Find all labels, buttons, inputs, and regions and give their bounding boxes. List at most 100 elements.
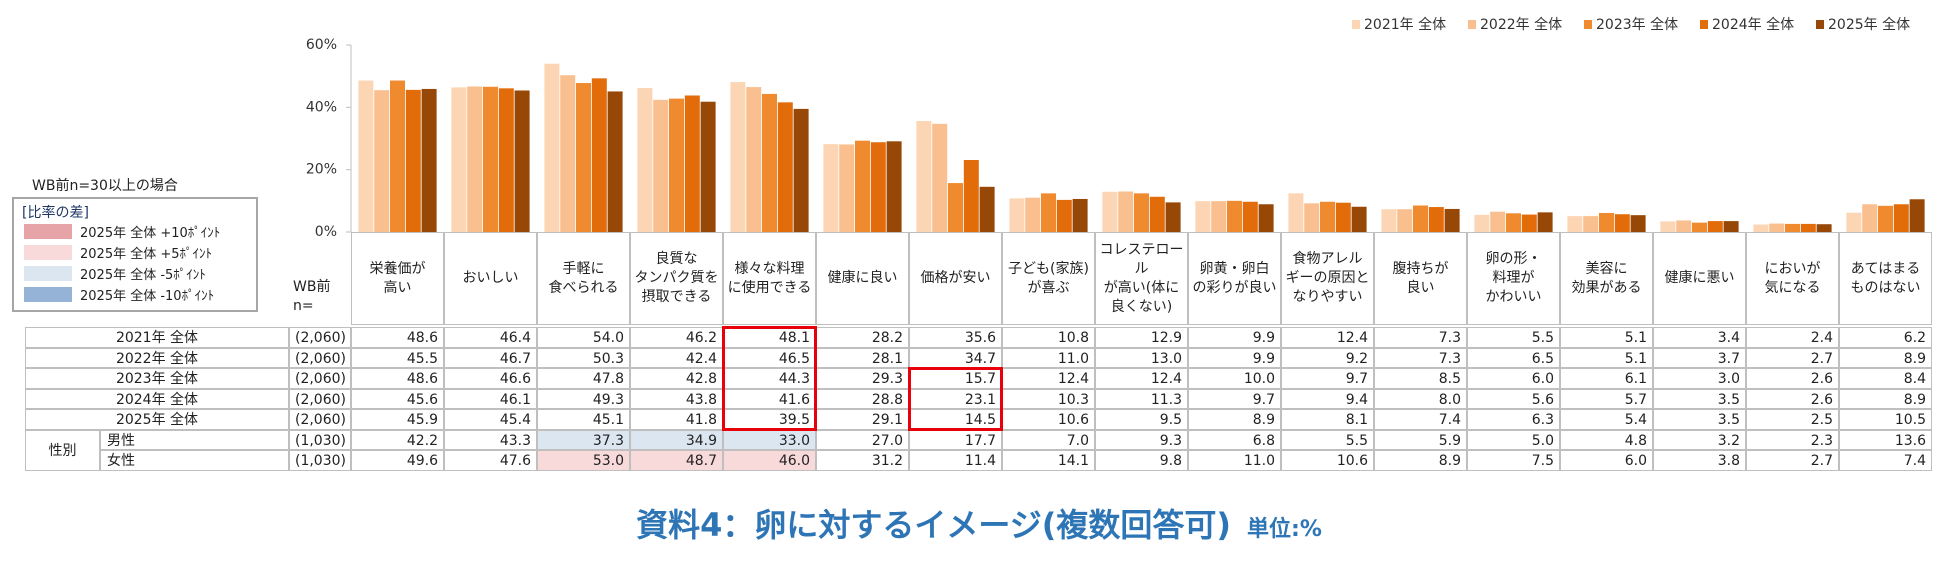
- table-cell: 29.1: [816, 409, 909, 430]
- table-cell: 5.1: [1560, 347, 1653, 368]
- row-label: 女性: [100, 450, 289, 471]
- bar: [886, 141, 902, 232]
- table-cell: 8.9: [1374, 450, 1467, 471]
- table-cell: 13.6: [1839, 429, 1932, 450]
- bar: [1630, 215, 1646, 232]
- row-n: (2,060): [289, 368, 351, 389]
- diff-legend-label: 2025年 全体 -10ﾎﾟｲﾝﾄ: [80, 289, 215, 304]
- table-cell: 27.0: [816, 429, 909, 450]
- bar: [746, 87, 762, 232]
- table-cell: 2.6: [1746, 368, 1839, 389]
- bar: [1413, 205, 1428, 232]
- bar: [669, 98, 684, 233]
- table-cell: 5.9: [1374, 429, 1467, 450]
- category-label: 価格が安い: [909, 232, 1002, 325]
- bar: [1320, 201, 1335, 232]
- bar: [979, 186, 995, 232]
- bar: [1583, 216, 1599, 232]
- bar: [684, 95, 700, 233]
- category-label: 食物アレル ギーの原因と なりやすい: [1281, 232, 1374, 325]
- category-label: 良質な タンパク質を 摂取できる: [630, 232, 723, 325]
- bar: [730, 82, 746, 232]
- table-cell: 6.0: [1467, 368, 1560, 389]
- diff-legend-label: 2025年 全体 +10ﾎﾟｲﾝﾄ: [80, 226, 221, 241]
- table-cell: 8.9: [1839, 347, 1932, 368]
- bar: [948, 183, 963, 232]
- bar: [1381, 209, 1397, 232]
- bar: [1537, 212, 1553, 232]
- table-cell: 45.9: [351, 409, 444, 430]
- row-label: 2022年 全体: [25, 347, 289, 368]
- category-label: 子ども(家族) が喜ぶ: [1002, 232, 1095, 325]
- table-cell: 12.9: [1095, 327, 1188, 348]
- table-cell: 45.5: [351, 347, 444, 368]
- table-cell: 3.4: [1653, 327, 1746, 348]
- bar: [777, 102, 793, 232]
- table-cell: 49.3: [537, 388, 630, 409]
- table-cell: 6.2: [1839, 327, 1932, 348]
- table-cell: 28.2: [816, 327, 909, 348]
- bar: [1474, 214, 1490, 232]
- bar: [405, 89, 421, 232]
- highlight-box: [722, 326, 817, 431]
- table-cell: 33.0: [723, 429, 816, 450]
- table-cell: 7.0: [1002, 429, 1095, 450]
- table-cell: 35.6: [909, 327, 1002, 348]
- bar: [467, 86, 483, 233]
- category-label: 手軽に 食べられる: [537, 232, 630, 325]
- table-cell: 6.5: [1467, 347, 1560, 368]
- bar: [1149, 196, 1165, 232]
- table-cell: 48.6: [351, 368, 444, 389]
- bar: [451, 87, 467, 233]
- table-cell: 47.8: [537, 368, 630, 389]
- bar: [1567, 216, 1583, 232]
- bar: [637, 88, 653, 232]
- bar: [374, 90, 390, 232]
- table-cell: 42.4: [630, 347, 723, 368]
- table-cell: 8.9: [1839, 388, 1932, 409]
- table-cell: 46.2: [630, 327, 723, 348]
- bar: [1800, 223, 1816, 232]
- table-cell: 28.8: [816, 388, 909, 409]
- table-cell: 9.9: [1188, 347, 1281, 368]
- bar: [823, 144, 839, 232]
- table-cell: 10.0: [1188, 368, 1281, 389]
- bar: [1614, 214, 1630, 232]
- legend-label: 2025年 全体: [1828, 16, 1910, 33]
- table-cell: 8.5: [1374, 368, 1467, 389]
- table-cell: 8.0: [1374, 388, 1467, 409]
- bar: [1056, 199, 1072, 232]
- table-cell: 34.9: [630, 429, 723, 450]
- table-cell: 3.8: [1653, 450, 1746, 471]
- table-cell: 2.5: [1746, 409, 1839, 430]
- legend-label: 2024年 全体: [1712, 16, 1794, 33]
- table-cell: 42.8: [630, 368, 723, 389]
- bar: [1753, 224, 1769, 232]
- table-cell: 11.0: [1002, 347, 1095, 368]
- table-cell: 5.4: [1560, 409, 1653, 430]
- table-cell: 14.1: [1002, 450, 1095, 471]
- bar: [560, 75, 576, 233]
- table-cell: 45.4: [444, 409, 537, 430]
- legend-label: 2021年 全体: [1364, 16, 1446, 33]
- note: WB前n=30以上の場合: [32, 178, 178, 194]
- y-tick-label: 0%: [315, 224, 337, 240]
- table-cell: 28.1: [816, 347, 909, 368]
- table-cell: 2.7: [1746, 347, 1839, 368]
- category-label: 栄養価が 高い: [351, 232, 444, 325]
- bar: [591, 78, 607, 233]
- bar: [1195, 201, 1211, 232]
- y-tick-label: 60%: [306, 37, 337, 53]
- bar: [544, 63, 560, 233]
- table-cell: 11.3: [1095, 388, 1188, 409]
- bar: [1134, 193, 1149, 232]
- bar: [855, 140, 870, 232]
- bar: [932, 123, 948, 232]
- y-tick-label: 40%: [306, 99, 337, 115]
- footer: 資料4：卵に対するイメージ(複数回答可) 単位:%: [0, 500, 1958, 546]
- group-label: 性別: [25, 429, 100, 471]
- bar: [1102, 191, 1118, 232]
- table-cell: 6.8: [1188, 429, 1281, 450]
- bar: [390, 80, 405, 232]
- table-cell: 43.3: [444, 429, 537, 450]
